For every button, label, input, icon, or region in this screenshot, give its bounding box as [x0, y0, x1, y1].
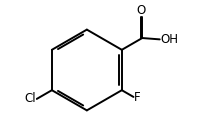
Text: Cl: Cl	[24, 92, 36, 105]
Text: O: O	[137, 4, 146, 17]
Text: OH: OH	[160, 33, 178, 46]
Text: F: F	[134, 91, 141, 104]
